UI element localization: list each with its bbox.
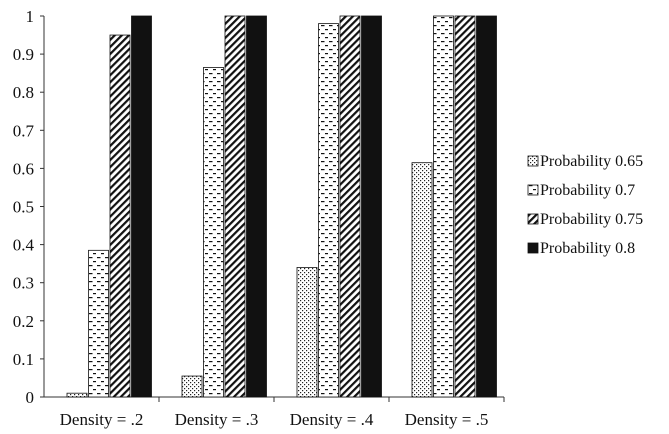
- legend: Probability 0.65 Probability 0.7 Probabili…: [527, 153, 643, 257]
- bar: [203, 67, 224, 398]
- bar: [224, 15, 246, 398]
- y-tick-label: 0.8: [13, 83, 34, 102]
- legend-swatch: [527, 184, 539, 196]
- y-tick-label: 0.9: [13, 45, 34, 64]
- legend-label: Probability 0.8: [540, 240, 635, 257]
- legend-swatch: [527, 155, 539, 167]
- x-tick-label: Density = .3: [175, 410, 259, 429]
- y-tick-label: 0.1: [13, 350, 34, 369]
- bars: [66, 15, 497, 398]
- bar: [318, 23, 339, 398]
- y-tick-labels: 0 0.1 0.2 0.3 0.4 0.5 0.6 0.7 0.8 0.9 1: [13, 7, 35, 407]
- bar: [109, 34, 131, 398]
- bar: [454, 15, 476, 398]
- bar: [66, 392, 88, 398]
- legend-label: Probability 0.65: [540, 153, 643, 170]
- y-tick-label: 1: [26, 7, 35, 26]
- x-tick-labels: Density = .2 Density = .3 Density = .4 Dens…: [60, 410, 489, 429]
- x-tick-label: Density = .5: [405, 410, 489, 429]
- y-tick-label: 0.3: [13, 274, 34, 293]
- bar: [131, 15, 152, 398]
- bar: [476, 15, 497, 398]
- legend-swatch: [527, 242, 539, 254]
- y-tick-label: 0.5: [13, 198, 34, 217]
- bar: [296, 267, 318, 398]
- bar: [339, 15, 361, 398]
- legend-label: Probability 0.75: [540, 211, 643, 228]
- bar: [361, 15, 382, 398]
- bar: [181, 375, 203, 398]
- y-tick-label: 0: [26, 388, 35, 407]
- bar: [88, 249, 109, 398]
- y-tick-label: 0.2: [13, 312, 34, 331]
- bar: [411, 162, 433, 398]
- bar: [433, 15, 454, 398]
- y-tick-label: 0.4: [13, 236, 35, 255]
- legend-label: Probability 0.7: [540, 182, 635, 199]
- y-tick-label: 0.6: [13, 159, 34, 178]
- x-tick-label: Density = .4: [290, 410, 374, 429]
- legend-swatch: [527, 213, 539, 225]
- bar: [246, 15, 267, 398]
- y-tick-label: 0.7: [13, 121, 35, 140]
- x-tick-label: Density = .2: [60, 410, 144, 429]
